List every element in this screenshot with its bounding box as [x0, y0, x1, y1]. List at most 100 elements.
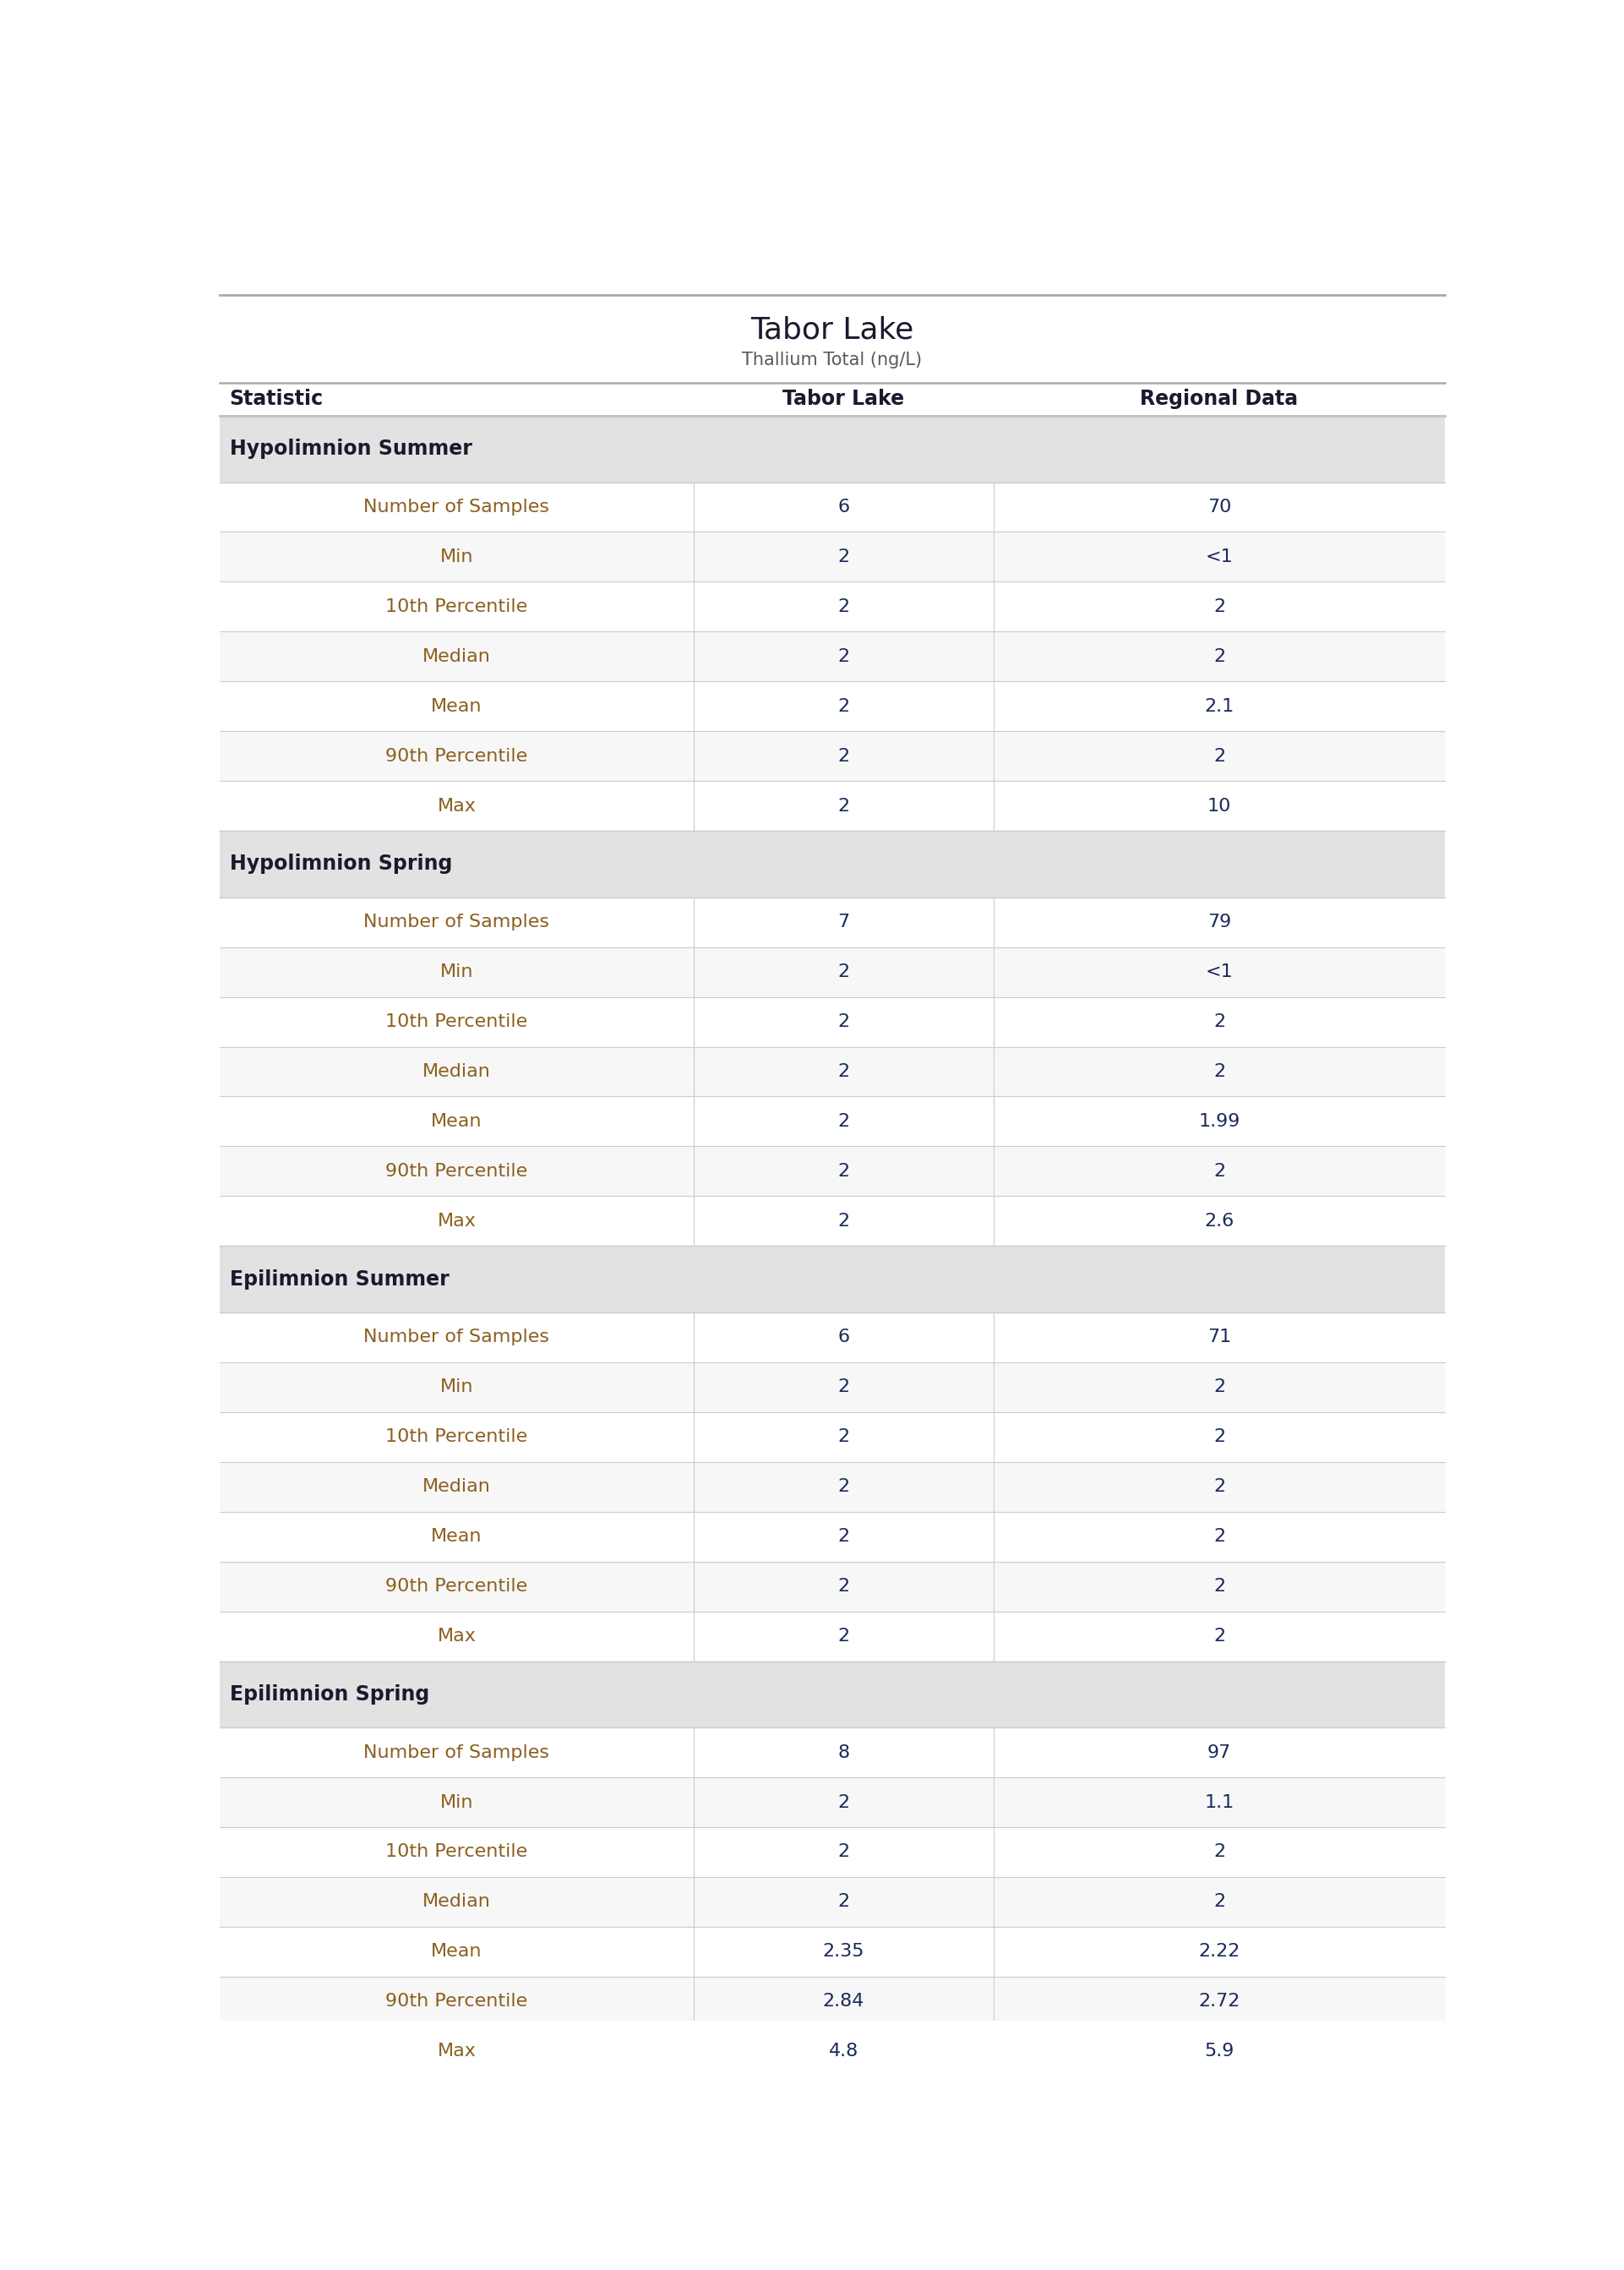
Text: Min: Min: [440, 962, 473, 981]
Text: 10: 10: [1207, 797, 1231, 815]
Text: 2.22: 2.22: [1199, 1943, 1241, 1961]
Text: 10th Percentile: 10th Percentile: [385, 599, 528, 615]
Text: Tabor Lake: Tabor Lake: [783, 388, 905, 409]
Text: 2.6: 2.6: [1205, 1212, 1234, 1230]
Text: 2: 2: [838, 747, 849, 765]
Text: 2.72: 2.72: [1199, 1993, 1241, 2009]
Text: 2: 2: [838, 1793, 849, 1811]
Text: 2: 2: [838, 1378, 849, 1396]
Text: Thallium Total (ng/L): Thallium Total (ng/L): [742, 352, 922, 368]
Text: 2: 2: [838, 549, 849, 565]
Text: 2: 2: [1213, 1843, 1224, 1861]
Bar: [219, 731, 1445, 781]
Bar: [219, 1412, 1445, 1462]
Text: Max: Max: [437, 1628, 476, 1646]
Text: Epilimnion Spring: Epilimnion Spring: [229, 1684, 429, 1705]
Text: Median: Median: [422, 647, 490, 665]
Text: Hypolimnion Summer: Hypolimnion Summer: [229, 438, 473, 459]
Text: 2: 2: [1213, 599, 1224, 615]
Text: Median: Median: [422, 1893, 490, 1911]
Text: 2: 2: [838, 1162, 849, 1180]
Text: 2: 2: [1213, 1012, 1224, 1031]
Text: 2: 2: [838, 1628, 849, 1646]
Text: 2: 2: [838, 1212, 849, 1230]
Text: Statistic: Statistic: [229, 388, 323, 409]
Bar: [219, 681, 1445, 731]
Text: 8: 8: [838, 1743, 849, 1762]
Text: Min: Min: [440, 1793, 473, 1811]
Text: 2: 2: [838, 697, 849, 715]
Text: Max: Max: [437, 797, 476, 815]
Bar: [219, 997, 1445, 1046]
Text: Min: Min: [440, 1378, 473, 1396]
Text: 10th Percentile: 10th Percentile: [385, 1012, 528, 1031]
Text: 71: 71: [1207, 1328, 1231, 1346]
Bar: [219, 1462, 1445, 1512]
Bar: [219, 1662, 1445, 1727]
Text: Median: Median: [422, 1062, 490, 1081]
Bar: [219, 1046, 1445, 1096]
Text: Number of Samples: Number of Samples: [364, 499, 549, 515]
Bar: [219, 581, 1445, 631]
Bar: [219, 1196, 1445, 1246]
Text: 10th Percentile: 10th Percentile: [385, 1428, 528, 1446]
Text: 2: 2: [1213, 1478, 1224, 1496]
Text: 2: 2: [838, 1893, 849, 1911]
Text: 2.1: 2.1: [1205, 697, 1234, 715]
Text: 2: 2: [838, 1112, 849, 1130]
Text: Mean: Mean: [430, 697, 482, 715]
Text: 70: 70: [1207, 499, 1231, 515]
Text: Mean: Mean: [430, 1528, 482, 1546]
Text: Epilimnion Summer: Epilimnion Summer: [229, 1269, 448, 1289]
Text: Number of Samples: Number of Samples: [364, 1328, 549, 1346]
Text: 2: 2: [838, 1062, 849, 1081]
Text: 2: 2: [1213, 1528, 1224, 1546]
Text: 6: 6: [838, 1328, 849, 1346]
Bar: [219, 1362, 1445, 1412]
Text: Number of Samples: Number of Samples: [364, 1743, 549, 1762]
Text: 2: 2: [838, 1012, 849, 1031]
Bar: [219, 415, 1445, 481]
Bar: [219, 1777, 1445, 1827]
Text: Regional Data: Regional Data: [1140, 388, 1298, 409]
Text: 2: 2: [838, 1478, 849, 1496]
Bar: [219, 1727, 1445, 1777]
Text: Max: Max: [437, 1212, 476, 1230]
Text: <1: <1: [1205, 549, 1233, 565]
Text: 2.35: 2.35: [823, 1943, 864, 1961]
Text: 2.84: 2.84: [823, 1993, 864, 2009]
Text: Number of Samples: Number of Samples: [364, 915, 549, 931]
Bar: [219, 781, 1445, 831]
Text: <1: <1: [1205, 962, 1233, 981]
Bar: [219, 531, 1445, 581]
Text: 1.99: 1.99: [1199, 1112, 1241, 1130]
Bar: [219, 1512, 1445, 1562]
Text: 2: 2: [1213, 1378, 1224, 1396]
Text: 5.9: 5.9: [1205, 2043, 1234, 2059]
Bar: [219, 1562, 1445, 1612]
Text: 90th Percentile: 90th Percentile: [385, 1578, 528, 1596]
Text: 2: 2: [1213, 647, 1224, 665]
Bar: [219, 1312, 1445, 1362]
Bar: [219, 1827, 1445, 1877]
Text: 90th Percentile: 90th Percentile: [385, 747, 528, 765]
Bar: [219, 1246, 1445, 1312]
Bar: [219, 2027, 1445, 2077]
Text: 2: 2: [1213, 747, 1224, 765]
Bar: [219, 1146, 1445, 1196]
Text: 90th Percentile: 90th Percentile: [385, 1162, 528, 1180]
Text: 6: 6: [838, 499, 849, 515]
Text: Mean: Mean: [430, 1112, 482, 1130]
Text: Max: Max: [437, 2043, 476, 2059]
Text: 4.8: 4.8: [828, 2043, 859, 2059]
Bar: [219, 897, 1445, 947]
Text: Median: Median: [422, 1478, 490, 1496]
Text: 2: 2: [838, 1528, 849, 1546]
Text: 2: 2: [1213, 1628, 1224, 1646]
Bar: [219, 481, 1445, 531]
Bar: [219, 631, 1445, 681]
Text: Mean: Mean: [430, 1943, 482, 1961]
Text: 2: 2: [838, 1843, 849, 1861]
Text: 2: 2: [1213, 1893, 1224, 1911]
Bar: [219, 1927, 1445, 1977]
